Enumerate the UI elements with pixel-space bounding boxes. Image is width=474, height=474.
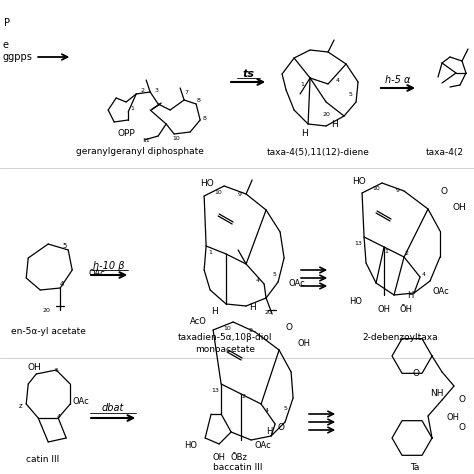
Text: 5: 5 <box>54 367 58 373</box>
Text: OAc: OAc <box>288 280 305 289</box>
Text: 5: 5 <box>283 405 287 410</box>
Text: 9: 9 <box>238 191 242 197</box>
Text: e: e <box>2 40 8 50</box>
Text: OH: OH <box>27 364 41 373</box>
Text: 10: 10 <box>172 136 180 140</box>
Text: O: O <box>440 186 447 195</box>
Text: dbat: dbat <box>102 403 124 413</box>
Text: HO: HO <box>349 297 362 306</box>
Text: ggpps: ggpps <box>2 52 32 62</box>
Text: 10: 10 <box>372 186 380 191</box>
Text: H: H <box>331 119 337 128</box>
Text: 5: 5 <box>62 243 66 249</box>
Text: OPP: OPP <box>117 129 135 138</box>
Text: 11: 11 <box>142 137 150 143</box>
Text: HO: HO <box>184 441 197 450</box>
Text: OAc: OAc <box>255 441 272 450</box>
Text: 2-debenzoyltaxa: 2-debenzoyltaxa <box>362 334 438 343</box>
Text: HO: HO <box>201 180 214 189</box>
Text: 10: 10 <box>223 326 231 330</box>
Text: OH: OH <box>446 413 459 422</box>
Text: 13: 13 <box>211 388 219 392</box>
Text: baccatin III: baccatin III <box>213 464 263 473</box>
Text: 5: 5 <box>348 91 352 97</box>
Text: taxadien-5α,10β-diol: taxadien-5α,10β-diol <box>178 334 273 343</box>
Text: 20: 20 <box>322 111 330 117</box>
Text: 1: 1 <box>130 106 134 110</box>
Text: monoacetate: monoacetate <box>195 346 255 355</box>
Text: 3: 3 <box>154 88 158 92</box>
Text: 20: 20 <box>42 308 50 312</box>
Text: 2: 2 <box>404 250 408 255</box>
Text: O: O <box>458 423 465 432</box>
Text: 7: 7 <box>184 90 188 94</box>
Text: catin III: catin III <box>26 456 59 465</box>
Text: 2: 2 <box>140 88 144 92</box>
Text: 9: 9 <box>396 189 400 193</box>
Text: h-5 α: h-5 α <box>385 75 411 85</box>
Text: OH: OH <box>297 339 310 348</box>
Text: HO: HO <box>352 176 366 185</box>
Text: 4: 4 <box>422 273 426 277</box>
Text: O: O <box>286 323 292 332</box>
Text: ŌH: ŌH <box>400 304 412 313</box>
Text: O: O <box>458 395 465 404</box>
Text: 2: 2 <box>241 393 245 399</box>
Text: 1: 1 <box>300 82 304 86</box>
Text: O: O <box>278 423 284 432</box>
Text: H: H <box>249 303 255 312</box>
Text: 8: 8 <box>202 116 206 120</box>
Text: 5: 5 <box>272 272 276 276</box>
Text: taxa-4(2: taxa-4(2 <box>426 147 464 156</box>
Text: 20: 20 <box>264 310 272 315</box>
Text: H: H <box>407 291 413 300</box>
Text: H: H <box>301 129 308 138</box>
Text: H: H <box>211 308 218 317</box>
Text: H: H <box>266 428 272 437</box>
Text: taxa-4(5),11(12)-diene: taxa-4(5),11(12)-diene <box>267 147 370 156</box>
Text: O: O <box>412 370 419 379</box>
Text: OH: OH <box>452 202 466 211</box>
Text: 13: 13 <box>354 240 362 246</box>
Text: 4: 4 <box>336 78 340 82</box>
Text: NH: NH <box>430 390 444 399</box>
Text: OH: OH <box>213 454 226 463</box>
Text: 4: 4 <box>265 408 269 412</box>
Text: 10: 10 <box>214 190 222 194</box>
Text: AcO: AcO <box>190 318 207 327</box>
Text: h-10 β: h-10 β <box>93 261 125 271</box>
Text: Ta: Ta <box>410 464 419 473</box>
Text: P: P <box>4 18 10 28</box>
Text: 1: 1 <box>384 248 388 254</box>
Text: ts: ts <box>242 69 254 79</box>
Text: 1: 1 <box>208 249 212 255</box>
Text: 8: 8 <box>196 98 200 102</box>
Text: OAc: OAc <box>72 398 89 407</box>
Text: z: z <box>18 403 22 409</box>
Text: 9: 9 <box>249 328 253 332</box>
Text: OH: OH <box>378 304 391 313</box>
Text: geranylgeranyl diphosphate: geranylgeranyl diphosphate <box>76 147 204 156</box>
Text: OAc: OAc <box>88 270 105 279</box>
Text: en-5α-yl acetate: en-5α-yl acetate <box>11 328 86 337</box>
Text: ŌBz: ŌBz <box>231 454 247 463</box>
Text: 4: 4 <box>56 413 60 419</box>
Text: 4: 4 <box>256 277 260 283</box>
Text: 4: 4 <box>60 281 64 287</box>
Text: OAc: OAc <box>432 286 449 295</box>
